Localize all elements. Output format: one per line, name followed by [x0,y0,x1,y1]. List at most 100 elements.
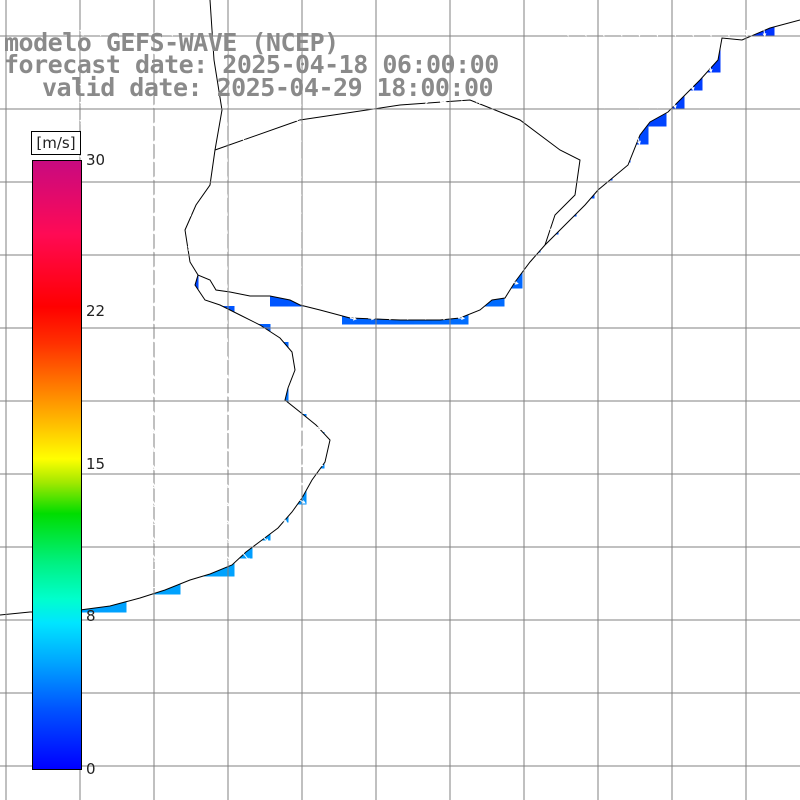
wind-arrow [529,83,537,88]
wind-arrow [223,173,228,180]
wind-arrow [547,29,555,34]
wind-arrow [133,425,138,435]
wind-arrow [169,317,174,325]
wind-arrow [403,280,412,284]
wind-arrow [97,209,102,217]
wind-arrow [583,83,587,91]
wind-arrow [97,281,102,289]
wind-arrow [61,101,66,108]
wind-arrow [259,137,266,143]
wind-arrow [43,65,49,72]
wind-arrow [7,155,14,161]
wind-arrow [241,479,249,489]
wind-arrow [367,226,376,231]
wind-arrow [187,425,193,435]
wind-arrow [493,100,501,105]
wind-arrow [205,263,210,271]
colorbar-tick-22: 22 [86,302,106,320]
wind-arrow [97,83,102,91]
wind-arrow [169,335,174,343]
wind-arrow [61,83,66,90]
wind-arrow [151,209,156,217]
wind-arrow [151,101,156,109]
wind-arrow [313,155,321,160]
wind-arrow [385,64,394,69]
wind-arrow [583,137,587,145]
wind-arrow [457,136,466,141]
wind-arrow [475,244,484,249]
wind-arrow [241,317,247,324]
wind-arrow [25,47,32,53]
wind-arrow [241,155,247,162]
wind-arrow [205,155,210,163]
wind-arrow [673,47,677,55]
wind-arrow [349,316,357,321]
wind-arrow [115,353,120,362]
wind-arrow [385,82,394,87]
wind-arrow [457,280,466,285]
wind-arrow [79,29,84,37]
wind-arrow [241,209,247,216]
wind-arrow [151,263,156,271]
wind-arrow [7,353,15,359]
wind-arrow [97,227,102,235]
wind-arrow [133,565,147,571]
wind-arrow [619,65,623,73]
country-border [214,99,581,246]
wind-arrow [25,173,32,179]
wind-arrow [115,245,120,253]
wind-arrow [151,227,156,235]
wind-arrow [259,47,266,53]
wind-arrow [151,515,157,527]
wind-arrow [79,65,84,73]
wind-arrow [133,173,138,181]
wind-arrow [97,443,103,453]
wind-arrow [7,497,17,505]
wind-arrow [583,173,587,181]
wind-arrow [349,172,357,177]
wind-arrow [744,29,749,37]
wind-arrow [565,83,569,91]
wind-arrow [331,191,339,195]
country-border [184,0,223,276]
wind-arrow [115,65,120,73]
wind-arrow [457,316,466,321]
wind-arrow [547,137,555,142]
wind-arrow [331,101,339,105]
wind-arrow [637,101,641,109]
wind-arrow [529,191,537,196]
wind-arrow [259,443,268,451]
wind-arrow [422,136,430,140]
wind-arrow [367,244,376,249]
wind-arrow [313,299,321,304]
wind-arrow [223,335,229,342]
wind-arrow [439,226,448,230]
wind-arrow [7,65,14,71]
wind-arrow [187,83,192,91]
wind-arrow [529,227,537,232]
wind-arrow [331,65,339,69]
wind-arrow [422,262,430,266]
wind-arrow [259,263,266,269]
wind-arrow [277,425,286,432]
wind-arrow [7,602,22,607]
wind-arrow [331,29,339,33]
wind-arrow [511,209,519,213]
wind-arrow [511,83,519,87]
wind-arrow [133,389,138,398]
wind-arrow [295,173,303,178]
wind-arrow [637,29,641,37]
wind-arrow [385,226,394,231]
wind-arrow [259,389,267,396]
wind-arrow [277,101,284,107]
wind-arrow [97,263,102,271]
wind-arrow [61,29,66,36]
wind-arrow [547,101,555,106]
wind-arrow [241,83,247,90]
wind-arrow [529,155,537,160]
wind-arrow [205,335,210,343]
wind-arrow [619,29,623,37]
wind-arrow [115,425,120,435]
wind-arrow [547,191,555,196]
wind-arrow [25,317,32,323]
